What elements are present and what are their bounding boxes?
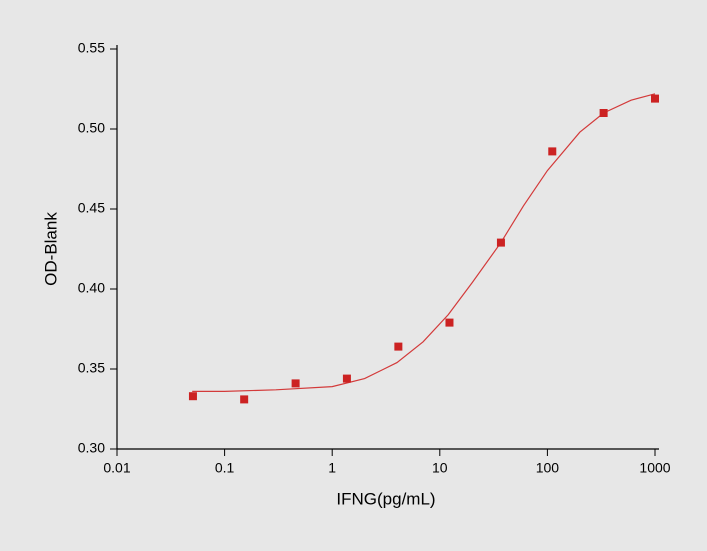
data-point xyxy=(188,392,197,401)
data-point xyxy=(599,109,608,117)
fit-curve xyxy=(192,93,656,392)
x-tick-label: 0.01 xyxy=(103,460,130,476)
x-tick-label: 1 xyxy=(328,460,336,476)
y-tick-label: 0.50 xyxy=(78,120,105,136)
y-tick-label: 0.30 xyxy=(78,440,105,456)
data-point xyxy=(548,147,557,156)
data-point xyxy=(240,395,249,404)
x-tick-label: 1000 xyxy=(639,460,670,476)
x-axis-title: IFNG(pg/mL) xyxy=(336,489,435,508)
data-point xyxy=(496,238,505,247)
data-point xyxy=(342,374,351,383)
y-tick-label: 0.55 xyxy=(78,40,105,56)
data-point xyxy=(291,379,300,388)
data-point xyxy=(445,318,454,327)
x-tick-label: 0.1 xyxy=(215,460,235,476)
y-axis-title: OD-Blank xyxy=(41,212,60,286)
y-tick-label: 0.40 xyxy=(78,280,105,296)
y-tick-label: 0.45 xyxy=(78,200,105,216)
data-point xyxy=(651,94,659,103)
x-tick-label: 10 xyxy=(432,460,448,476)
x-tick-label: 100 xyxy=(536,460,560,476)
y-tick-label: 0.35 xyxy=(78,360,105,376)
data-point xyxy=(394,342,403,351)
